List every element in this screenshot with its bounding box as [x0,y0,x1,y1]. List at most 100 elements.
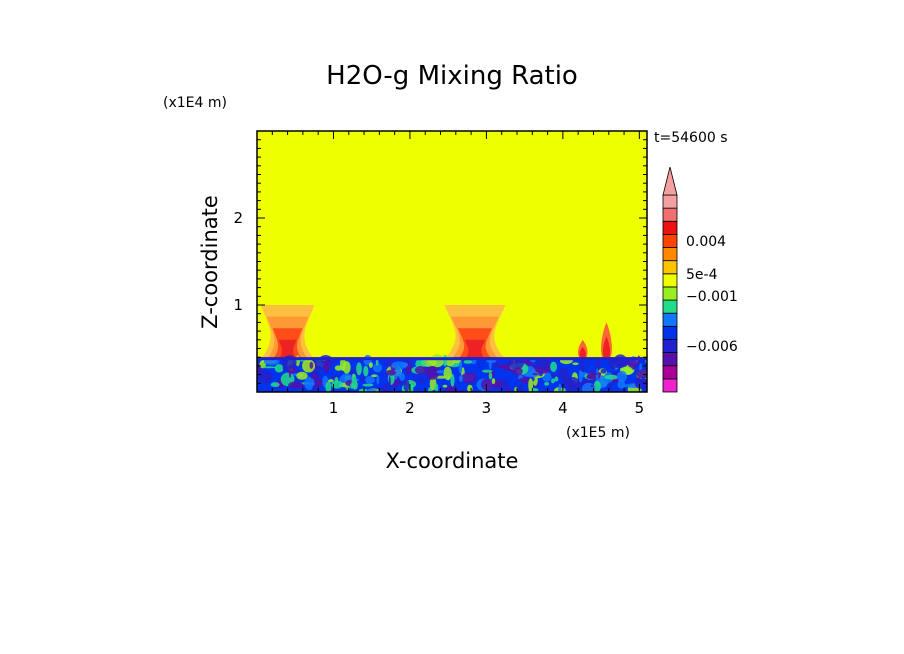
boundary-texture [572,362,579,366]
time-label: t=54600 s [654,130,728,146]
boundary-texture [442,354,448,367]
boundary-texture [382,383,391,392]
boundary-texture [257,370,262,380]
plume-4-layer-2 [602,336,611,360]
boundary-texture [508,357,524,370]
boundary-texture [565,376,580,391]
boundary-texture [334,365,343,371]
boundary-texture [620,362,628,368]
boundary-texture [636,369,647,379]
boundary-texture [350,382,355,389]
boundary-texture [585,366,588,373]
boundary-texture [396,376,401,383]
boundary-texture [386,369,397,376]
boundary-texture [434,383,439,392]
boundary-top-edge [257,357,647,361]
boundary-texture [550,361,557,373]
x-tick-label: 1 [329,399,339,417]
boundary-texture [578,369,583,383]
boundary-texture [288,369,292,379]
y-tick-label: 2 [233,209,243,227]
colorbar-band [662,233,678,248]
boundary-texture [375,359,379,366]
plot-area [257,131,647,392]
boundary-texture [593,380,601,392]
boundary-texture [580,360,585,372]
boundary-texture [362,383,374,387]
boundary-texture [600,368,607,374]
boundary-texture [617,380,626,389]
colorbar-band [662,286,678,301]
colorbar-label: 5e-4 [686,267,718,283]
boundary-texture [557,368,570,380]
boundary-texture [414,366,427,375]
boundary-texture [558,383,562,392]
boundary-texture [364,388,378,392]
boundary-texture [608,381,612,390]
colorbar-label: 0.004 [686,234,726,250]
boundary-texture [481,369,493,373]
boundary-texture [274,364,284,373]
colorbar-band [662,312,678,327]
boundary-texture [503,378,508,390]
boundary-texture [544,381,550,386]
boundary-texture [477,363,481,369]
boundary-texture [328,379,334,383]
boundary-texture [323,359,330,373]
boundary-texture [463,359,472,364]
boundary-texture [309,361,314,369]
boundary-texture [358,388,368,392]
boundary-texture [308,382,315,386]
axes: 1 2 3 4 5 1 2 [233,130,648,417]
boundary-texture [430,354,445,368]
colorbar-band [662,352,678,367]
boundary-texture [304,376,315,391]
boundary-texture [518,384,524,392]
colorbar-band [662,378,678,393]
boundary-texture [371,374,378,378]
boundary-texture [459,375,463,382]
boundary-texture [331,380,343,389]
boundary-texture [491,378,496,385]
boundary-texture [531,376,535,382]
colorbar-extend-arrow [662,166,678,196]
colorbar-band [662,194,678,209]
colorbar-band [662,273,678,288]
plume-1-layer-4 [278,339,297,360]
boundary-texture [590,384,594,387]
boundary-texture [356,362,362,376]
boundary-texture [458,361,463,374]
boundary-texture [586,374,596,380]
boundary-texture [379,386,385,392]
boundary-texture [363,365,369,377]
plume-3-layer-2 [579,346,586,360]
boundary-texture [311,377,324,388]
boundary-texture [450,373,455,387]
colorbar-label: −0.006 [686,339,738,355]
boundary-texture [425,365,440,380]
boundary-texture [506,385,510,392]
boundary-texture [399,373,406,381]
y-tick-label: 1 [233,296,243,314]
colorbar-band [662,299,678,314]
boundary-texture [296,371,308,380]
boundary-texture [398,379,407,386]
x-scale-label: (x1E5 m) [566,425,630,441]
boundary-texture [368,362,373,368]
boundary-texture [372,363,383,373]
boundary-texture [535,357,549,370]
boundary-texture [270,382,280,388]
boundary-texture [365,375,375,384]
boundary-texture [415,359,426,369]
chart-title: H2O-g Mixing Ratio [326,61,578,91]
colorbar-band [662,220,678,235]
boundary-texture [288,381,304,389]
colorbar: 0.004 5e-4 −0.001 −0.006 [662,166,738,393]
x-tick-label: 2 [405,399,415,417]
boundary-texture [519,377,531,384]
boundary-texture [554,376,559,382]
boundary-texture [488,372,493,380]
boundary-texture [261,366,277,369]
colorbar-band [662,207,678,222]
